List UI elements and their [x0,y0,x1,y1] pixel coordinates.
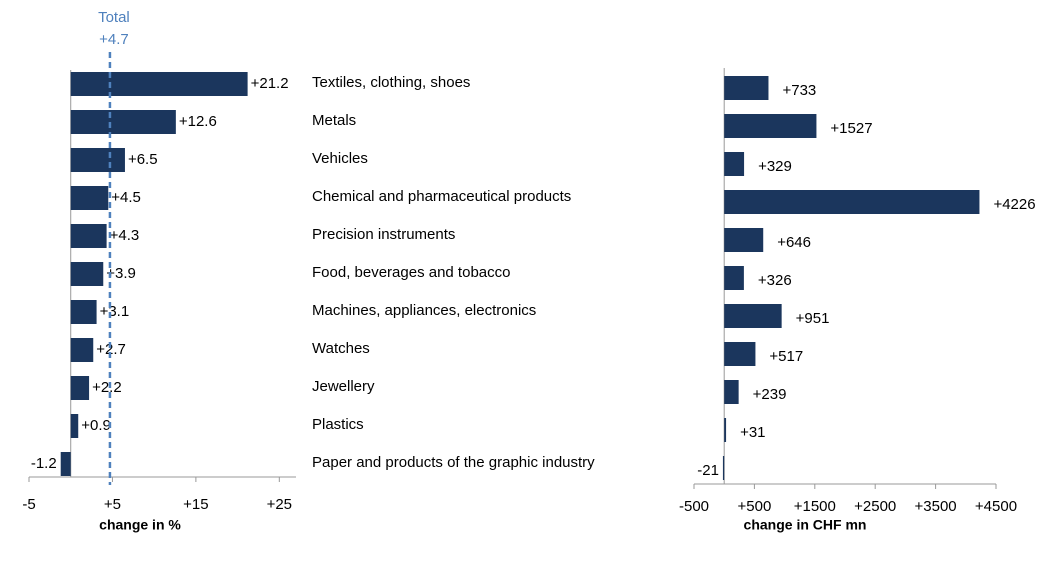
x-tick-label: +5 [104,496,121,513]
x-tick-label: -5 [22,496,35,513]
value-label: +21.2 [251,75,289,92]
x-tick-label: -500 [679,498,709,515]
value-label: +6.5 [128,151,158,168]
x-axis-label: change in % [99,517,181,533]
category-label: Machines, appliances, electronics [312,302,536,319]
bar [724,190,980,214]
value-label: +2.7 [96,341,126,358]
value-label: +31 [740,424,765,441]
category-label: Precision instruments [312,226,455,243]
x-tick-label: +25 [267,496,292,513]
bar [724,418,727,442]
total-label: +4.7 [99,31,129,48]
bar [70,224,107,248]
value-label: +951 [796,310,830,327]
value-label: +4.5 [111,189,141,206]
x-tick-label: +3500 [915,498,957,515]
value-label: +2.2 [92,379,122,396]
category-label: Food, beverages and tobacco [312,264,510,281]
value-label: +4.3 [110,227,140,244]
x-tick-label: +500 [738,498,772,515]
value-label: +239 [753,386,787,403]
value-label: +0.9 [81,417,111,434]
value-label: +1527 [830,120,872,137]
bar [70,148,125,172]
bar [724,152,745,176]
bar [724,304,782,328]
category-label: Jewellery [312,378,375,395]
value-label: +12.6 [179,113,217,130]
bar [724,380,739,404]
x-tick-label: +1500 [794,498,836,515]
category-label: Vehicles [312,150,368,167]
bar [724,228,764,252]
category-label: Chemical and pharmaceutical products [312,188,571,205]
value-label: +329 [758,158,792,175]
value-label: +733 [782,82,816,99]
bar [70,338,94,362]
bar [724,266,744,290]
bar [724,114,817,138]
category-label: Plastics [312,416,364,433]
x-tick-label: +15 [183,496,208,513]
value-label: +646 [777,234,811,251]
bar [70,72,248,96]
bar [724,76,769,100]
value-label: -1.2 [31,455,57,472]
category-label: Metals [312,112,356,129]
bar [722,456,725,480]
bar [70,186,109,210]
category-label: Textiles, clothing, shoes [312,74,470,91]
bar [60,452,71,476]
value-label: +3.1 [100,303,130,320]
total-title: Total [98,9,130,26]
bar [70,414,79,438]
x-tick-label: +4500 [975,498,1017,515]
value-label: -21 [697,462,719,479]
bar [70,262,104,286]
category-label: Watches [312,340,370,357]
bar [70,110,176,134]
category-label: Paper and products of the graphic indust… [312,454,595,471]
bar [70,376,90,400]
x-axis-label: change in CHF mn [744,517,867,533]
value-label: +3.9 [106,265,136,282]
bar [724,342,756,366]
value-label: +4226 [993,196,1035,213]
x-tick-label: +2500 [854,498,896,515]
value-label: +326 [758,272,792,289]
bar [70,300,97,324]
value-label: +517 [769,348,803,365]
